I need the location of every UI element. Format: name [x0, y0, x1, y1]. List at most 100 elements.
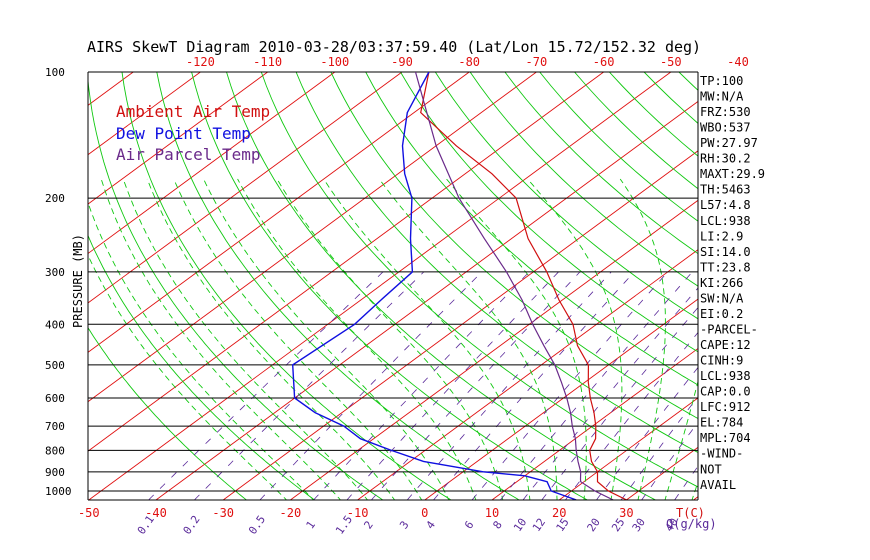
stability-index-label: KI:266	[700, 276, 743, 290]
isotherm-line	[155, 100, 698, 500]
chart-title: AIRS SkewT Diagram 2010-03-28/03:37:59.4…	[87, 38, 701, 56]
dry-adiabat-line	[400, 72, 698, 353]
mixing-ratio-tick-label: 0.2	[181, 513, 203, 537]
pressure-tick-label: 900	[45, 466, 65, 479]
moist-adiabat-line	[173, 178, 423, 500]
top-temperature-tick-label: -60	[593, 55, 615, 69]
mixing-ratio-line	[541, 306, 698, 500]
stability-index-label: SW:N/A	[700, 291, 744, 305]
top-temperature-tick-label: -110	[253, 55, 282, 69]
dry-adiabat-line	[330, 72, 698, 420]
stability-index-label: LCL:938	[700, 214, 751, 228]
pressure-tick-label: 300	[45, 266, 65, 279]
mixing-ratio-lines	[148, 271, 698, 500]
isobar-lines	[88, 71, 698, 492]
top-temperature-tick-label: -120	[186, 55, 215, 69]
stability-index-label: RH:30.2	[700, 152, 751, 166]
isotherm-line	[424, 298, 698, 500]
isotherm-line	[88, 72, 403, 304]
mixing-ratio-line	[565, 331, 698, 500]
isotherm-lines	[0, 72, 870, 500]
pressure-tick-label: 1000	[45, 485, 72, 498]
stability-index-label: LI:2.9	[700, 229, 743, 243]
ambient-temp-line	[420, 72, 627, 500]
bottom-temperature-tick-label: -20	[280, 506, 302, 520]
bottom-temperature-tick-label: -10	[347, 506, 369, 520]
stability-index-label: EL:784	[700, 416, 743, 430]
moist-adiabat-line	[446, 178, 587, 500]
mixing-ratio-line	[433, 271, 635, 500]
mixing-ratio-tick-label: 6	[462, 519, 476, 532]
bottom-temperature-tick-label: 30	[619, 506, 633, 520]
stability-index-label: -PARCEL-	[700, 323, 758, 337]
dry-adiabat-line	[504, 72, 698, 255]
stability-index-label: TT:23.8	[700, 260, 751, 274]
top-temperature-tick-label: -50	[660, 55, 682, 69]
mixing-ratio-line	[596, 366, 698, 500]
mixing-ratio-tick-label: 30	[630, 516, 648, 534]
moist-adiabat-line	[146, 178, 396, 500]
moist-adiabat-line	[237, 178, 477, 500]
mixing-ratio-line	[148, 271, 384, 500]
moist-adiabat-line	[122, 178, 369, 500]
isotherm-line	[290, 199, 698, 500]
isotherm-line	[88, 72, 537, 403]
moist-adiabat-line	[88, 201, 315, 500]
isotherm-line	[88, 72, 201, 156]
stability-index-label: TH:5463	[700, 183, 751, 197]
top-temperature-tick-label: -90	[391, 55, 413, 69]
dry-adiabat-line	[783, 72, 870, 502]
stability-index-label: EI:0.2	[700, 307, 743, 321]
isotherm-line	[761, 72, 870, 500]
pressure-tick-label: 100	[45, 66, 65, 79]
isotherm-line	[88, 72, 336, 255]
legend-dewpoint: Dew Point Temp	[116, 124, 251, 143]
bottom-temperature-tick-label: 20	[552, 506, 566, 520]
stability-index-label: NOT	[700, 462, 722, 476]
mixing-ratio-tick-label: 20	[585, 516, 603, 534]
mixing-ratio-tick-label: 4	[424, 518, 439, 531]
dry-adiabat-line	[818, 72, 870, 502]
bottom-temperature-tick-label: 10	[485, 506, 499, 520]
top-temperature-tick-label: -100	[320, 55, 349, 69]
mixing-ratio-tick-label: 1	[304, 519, 318, 532]
isotherm-line	[491, 347, 698, 500]
moist-adiabat-line	[88, 254, 288, 500]
stability-index-label: LFC:912	[700, 400, 751, 414]
mixing-ratio-line	[259, 271, 483, 500]
stability-index-label: -WIND-	[700, 447, 743, 461]
mixing-ratio-line	[371, 271, 581, 500]
moist-adiabat-line	[323, 178, 531, 500]
stability-index-label: SI:14.0	[700, 245, 751, 259]
isotherm-line	[558, 397, 698, 500]
mixing-ratio-tick-label: 0.5	[246, 513, 268, 537]
bottom-temperature-tick-label: -40	[145, 506, 167, 520]
bottom-temperature-tick-label: -30	[212, 506, 234, 520]
dewpoint-line	[291, 72, 577, 500]
mixing-ratio-tick-label: 40	[663, 516, 681, 534]
legend-parcel: Air Parcel Temp	[116, 145, 261, 164]
legend-ambient: Ambient Air Temp	[116, 102, 270, 121]
mixing-ratio-line	[620, 396, 698, 500]
stability-index-label: L57:4.8	[700, 198, 751, 212]
top-temperature-tick-label: -70	[526, 55, 548, 69]
mixing-ratio-tick-label: 8	[490, 519, 504, 532]
stability-index-label: CAP:0.0	[700, 385, 751, 399]
isotherm-line	[88, 72, 672, 500]
mixing-ratio-tick-label: 10	[511, 516, 529, 534]
bottom-temperature-tick-label: 0	[421, 506, 428, 520]
pressure-tick-labels: 100 200 300 400 500 600 700 800 900 1000	[45, 66, 72, 498]
mixing-ratio-line	[313, 271, 530, 500]
top-temperature-tick-label: -80	[458, 55, 480, 69]
legend: Ambient Air Temp Dew Point Temp Air Parc…	[116, 102, 270, 164]
y-axis-label: PRESSURE (MB)	[71, 234, 85, 328]
mixing-ratio-tick-label: 2	[361, 519, 375, 532]
moist-adiabat-line	[664, 379, 698, 500]
stability-index-label: PW:27.97	[700, 136, 758, 150]
isotherm-line	[0, 72, 66, 500]
parcel-temp-line	[414, 72, 614, 500]
stability-index-label: MPL:704	[700, 431, 751, 445]
dry-adiabat-line	[749, 72, 870, 502]
isotherm-line	[88, 72, 268, 205]
